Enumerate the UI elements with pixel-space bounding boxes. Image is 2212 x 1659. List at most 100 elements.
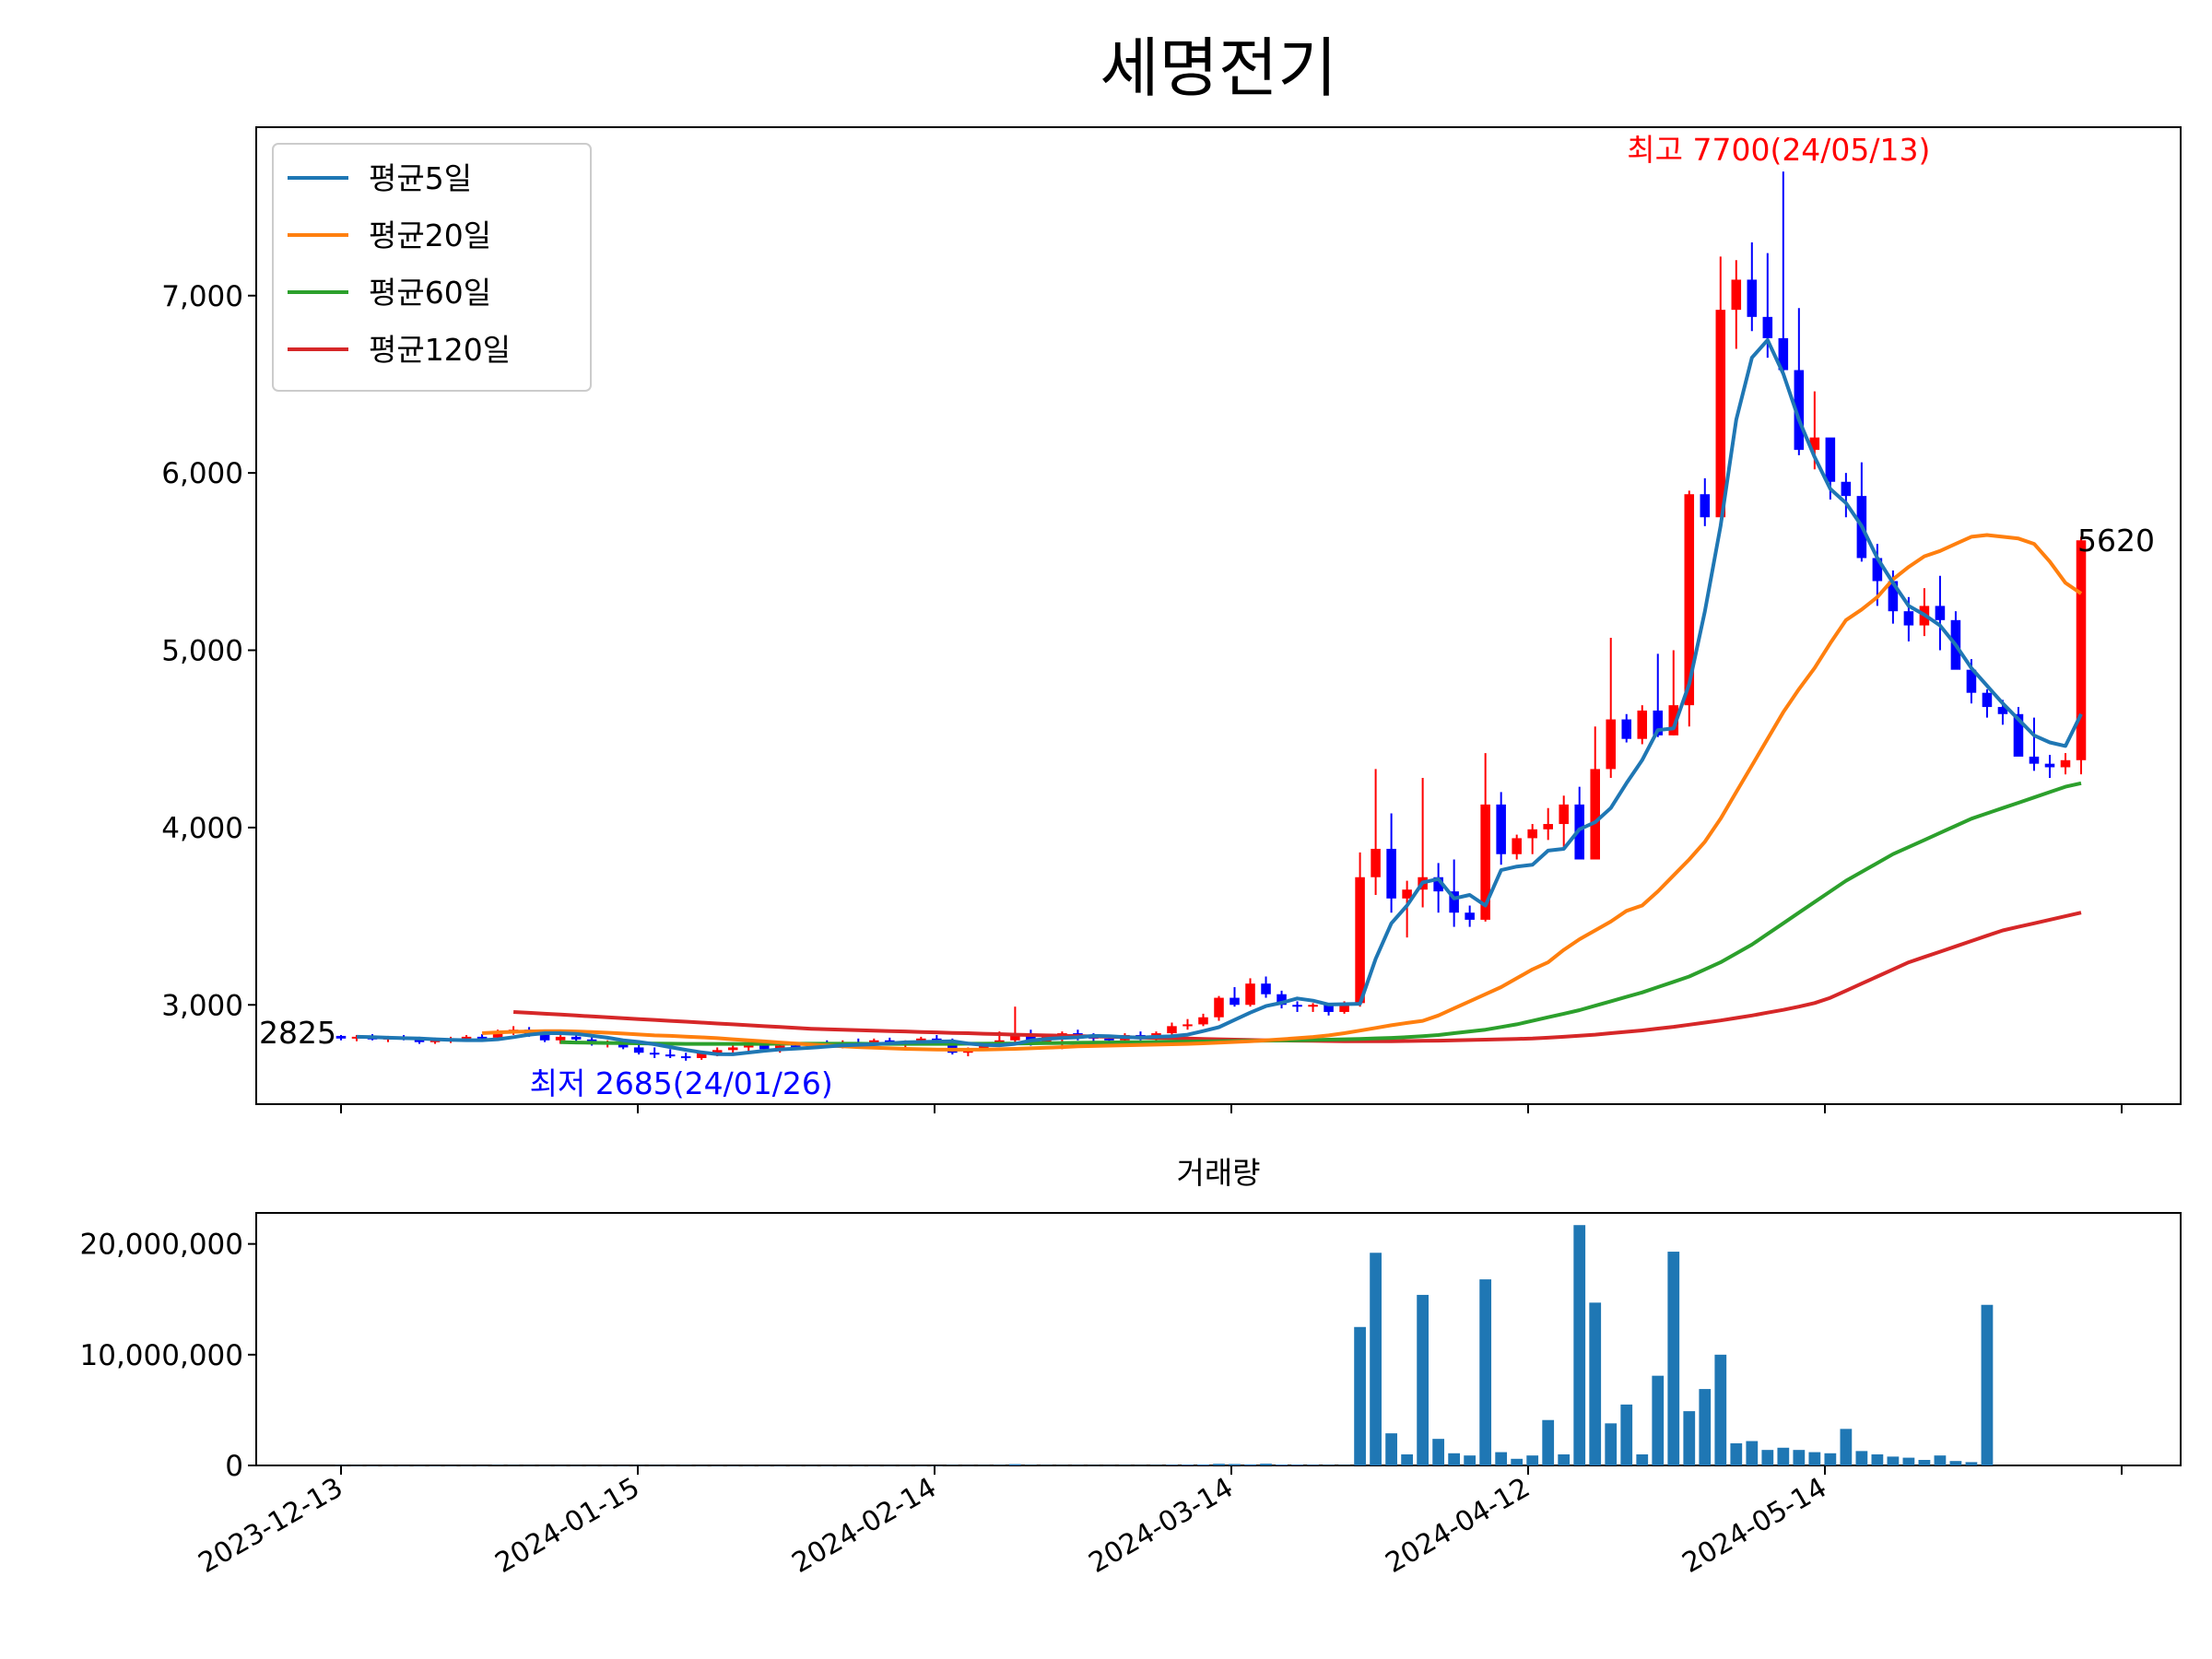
candle xyxy=(1715,256,1726,518)
candle-body xyxy=(571,1036,582,1040)
volume-bar xyxy=(1119,1465,1131,1466)
candle xyxy=(1386,813,1396,913)
ma120-line xyxy=(512,911,2082,1043)
candle-body xyxy=(1449,891,1459,913)
volume-bar xyxy=(1824,1453,1837,1465)
candle-body xyxy=(1433,877,1443,892)
volume-bar xyxy=(1573,1225,1586,1465)
volume-bar xyxy=(1855,1451,1868,1465)
volume-bar xyxy=(1401,1453,1413,1465)
candle-body xyxy=(1292,1005,1302,1007)
date-tick-label: 2024-05-14 xyxy=(1677,1472,1832,1580)
date-tick-label: 2024-03-14 xyxy=(1084,1472,1239,1580)
volume-bar xyxy=(491,1465,504,1466)
candle-body xyxy=(492,1031,503,1038)
candle xyxy=(1512,834,1522,860)
candle xyxy=(633,1043,644,1055)
candle xyxy=(1747,242,1758,332)
candle-body xyxy=(1402,889,1412,899)
legend-label: 평균5일 xyxy=(369,160,472,196)
volume-bar xyxy=(1620,1404,1633,1465)
volume-bar xyxy=(460,1465,473,1466)
candle xyxy=(1308,1003,1318,1012)
volume-bar xyxy=(1135,1465,1147,1466)
volume-bar xyxy=(994,1465,1006,1466)
candle-body xyxy=(1935,606,1946,620)
price-y-tick-label: 3,000 xyxy=(161,989,243,1022)
candle-body xyxy=(539,1034,550,1041)
candle-body xyxy=(665,1054,676,1057)
volume-bar xyxy=(1479,1279,1492,1465)
candle-body xyxy=(1841,481,1852,497)
candle-body xyxy=(1982,692,1993,708)
volume-bar xyxy=(1511,1458,1524,1465)
price-axes-frame xyxy=(255,126,2182,1105)
price-y-tick-label: 4,000 xyxy=(161,812,243,845)
volume-bar xyxy=(930,1465,943,1466)
candle xyxy=(1794,308,1805,455)
candle-body xyxy=(1465,912,1475,920)
volume-bar xyxy=(883,1465,896,1466)
volume-bar xyxy=(632,1465,645,1466)
volume-bar xyxy=(444,1465,457,1466)
candle-body xyxy=(2013,713,2024,757)
candle xyxy=(2013,707,2024,757)
volume-axes-frame xyxy=(255,1212,2182,1466)
candle-body xyxy=(2044,763,2055,768)
candle xyxy=(1449,859,1459,927)
candle-body xyxy=(1653,710,1664,735)
candle-body xyxy=(1512,838,1522,854)
volume-bar xyxy=(977,1465,990,1466)
volume-bar xyxy=(476,1465,488,1466)
volume-bar xyxy=(1667,1252,1680,1465)
ma60-line xyxy=(560,781,2082,1046)
volume-bar xyxy=(1354,1326,1366,1465)
volume-bar xyxy=(538,1465,551,1466)
candle-body xyxy=(712,1050,723,1053)
candle-body xyxy=(680,1056,691,1059)
legend-label: 평균20일 xyxy=(369,218,491,253)
date-tick-label: 2024-01-15 xyxy=(490,1472,645,1580)
candle-body xyxy=(2029,756,2040,764)
candle xyxy=(1277,990,1287,1009)
volume-bar xyxy=(726,1465,739,1466)
legend-box xyxy=(272,143,592,392)
volume-bar xyxy=(397,1465,410,1466)
date-tick-label: 2024-02-14 xyxy=(787,1472,942,1580)
candle-body xyxy=(1230,997,1240,1006)
candle-body xyxy=(1888,581,1899,612)
candle xyxy=(335,1034,347,1041)
volume-y-tick-label: 0 xyxy=(225,1450,243,1483)
volume-bar xyxy=(1558,1453,1571,1465)
candle-body xyxy=(759,1045,770,1050)
volume-bar xyxy=(1417,1294,1429,1465)
volume-bar xyxy=(1025,1465,1037,1466)
candle-body xyxy=(1167,1026,1177,1034)
volume-bar xyxy=(664,1465,677,1466)
volume-bar xyxy=(523,1465,535,1466)
candle xyxy=(2029,717,2040,771)
candle xyxy=(665,1049,676,1058)
volume-bar xyxy=(1746,1441,1759,1465)
volume-bar xyxy=(1730,1442,1743,1465)
volume-y-tick-label: 10,000,000 xyxy=(80,1339,244,1372)
volume-bar xyxy=(617,1465,629,1466)
candle xyxy=(2044,755,2055,779)
volume-bar xyxy=(366,1465,379,1466)
candle-body xyxy=(1214,997,1224,1018)
volume-bar xyxy=(1103,1465,1115,1466)
volume-bar xyxy=(1808,1452,1821,1465)
candle-body xyxy=(1700,494,1711,518)
candle-body xyxy=(1339,1003,1349,1012)
candle-body xyxy=(1104,1038,1114,1041)
volume-bar xyxy=(1150,1465,1162,1466)
ma20-line xyxy=(481,533,2083,1052)
candle-body xyxy=(1590,769,1600,860)
candle-body xyxy=(1277,994,1287,1006)
volume-bar xyxy=(1056,1465,1068,1466)
price-y-tick-label: 7,000 xyxy=(161,280,243,313)
candle-body xyxy=(1621,719,1632,739)
candle xyxy=(1230,987,1240,1007)
first-price-annotation: 2825 xyxy=(259,1015,336,1051)
volume-bar xyxy=(413,1465,426,1466)
